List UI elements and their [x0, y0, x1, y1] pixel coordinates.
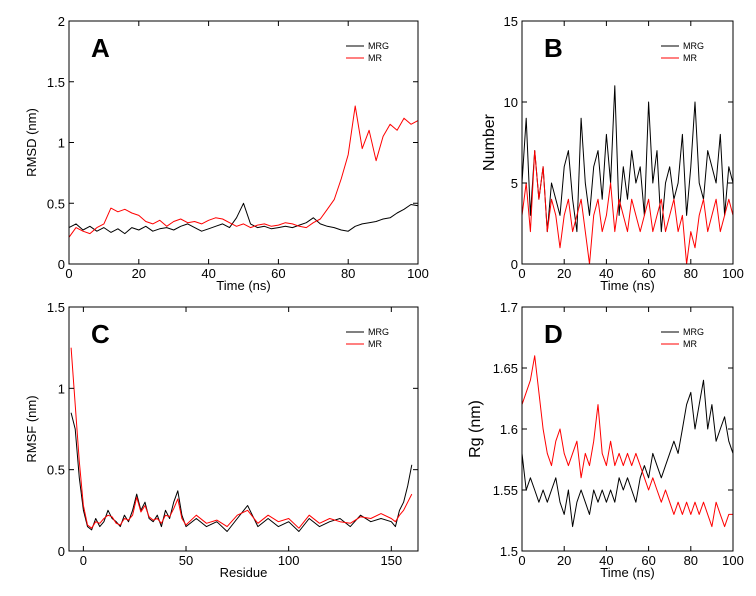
series-line-mrg-c: [70, 412, 413, 532]
series-line-mr-a: [68, 105, 419, 238]
plot-frame-a: [68, 20, 419, 265]
y-tick-label-a: 0: [58, 257, 65, 272]
x-tick-label-c: 150: [380, 553, 402, 568]
y-tick-label-c: 0.5: [47, 463, 65, 478]
x-tick-label-b: 100: [722, 266, 744, 281]
y-tick-label-c: 1: [58, 381, 65, 396]
series-line-mr-d: [521, 355, 733, 528]
panel-b: 0 20 40 60 80 100 0 5 10 15 Time (ns) Number B MRG MR: [481, 14, 744, 293]
x-tick-label-b: 0: [518, 266, 525, 281]
legend-b: MRG MR: [661, 41, 704, 63]
legend-label-mr-c: MR: [368, 339, 382, 349]
x-tick-label-b: 40: [599, 266, 613, 281]
x-tick-label-a: 0: [65, 266, 72, 281]
y-tick-label-d: 1.6: [500, 422, 518, 437]
x-tick-label-d: 40: [599, 553, 613, 568]
x-tick-label-a: 80: [341, 266, 355, 281]
y-axis-label-a: RMSD (nm): [24, 108, 39, 177]
series-line-mrg-d: [521, 379, 734, 528]
y-tick-label-a: 2: [58, 14, 65, 29]
y-tick-label-b: 5: [511, 176, 518, 191]
panel-letter-d: D: [544, 319, 563, 349]
series-line-mrg-a: [68, 202, 419, 235]
panel-a: 0 20 40 60 80 100 0 0.5 1 1.5 2 Time (ns) RMSD (nm) A…: [24, 14, 429, 293]
legend-label-mrg-b: MRG: [683, 41, 704, 51]
x-tick-label-a: 20: [132, 266, 146, 281]
legend-c: MRG MR: [346, 327, 389, 349]
legend-d: MRG MR: [661, 327, 704, 349]
panel-c: 0 50 100 150 0 0.5 1 1.5 Residue RMSF (nm) C MRG MR: [24, 300, 419, 580]
legend-a: MRG MR: [346, 41, 389, 63]
y-tick-label-b: 15: [504, 14, 518, 29]
panel-letter-a: A: [91, 33, 110, 63]
x-tick-label-b: 60: [641, 266, 655, 281]
x-tick-label-c: 50: [179, 553, 193, 568]
x-tick-label-c: 100: [278, 553, 300, 568]
x-tick-label-c: 0: [80, 553, 87, 568]
y-tick-label-a: 1.5: [47, 75, 65, 90]
x-tick-label-d: 100: [722, 553, 744, 568]
x-axis-label-b: Time (ns): [600, 278, 654, 293]
x-tick-label-d: 20: [557, 553, 571, 568]
plot-frame-b: [521, 20, 734, 265]
y-tick-label-c: 0: [58, 544, 65, 559]
y-axis-label-c: RMSF (nm): [24, 395, 39, 462]
x-tick-label-d: 60: [641, 553, 655, 568]
legend-label-mrg-c: MRG: [368, 327, 389, 337]
x-tick-label-d: 0: [518, 553, 525, 568]
series-line-mr-b: [521, 150, 734, 265]
legend-label-mr-a: MR: [368, 53, 382, 63]
x-tick-label-a: 60: [271, 266, 285, 281]
legend-label-mr-d: MR: [683, 339, 697, 349]
y-tick-label-b: 0: [511, 257, 518, 272]
plot-frame-c: [68, 306, 419, 552]
panel-d: 0 20 40 60 80 100 1.5 1.55 1.6 1.65 1.7 Time (ns) Rg…: [467, 300, 744, 580]
series-line-mr-c: [70, 347, 413, 529]
panel-letter-b: B: [544, 33, 563, 63]
y-axis-label-d: Rg (nm): [467, 400, 484, 458]
y-tick-label-d: 1.65: [493, 361, 518, 376]
y-tick-label-a: 1: [58, 136, 65, 151]
y-tick-label-d: 1.55: [493, 483, 518, 498]
y-axis-label-b: Number: [481, 113, 498, 171]
y-tick-label-d: 1.5: [500, 544, 518, 559]
x-tick-label-a: 40: [201, 266, 215, 281]
y-tick-label-b: 10: [504, 95, 518, 110]
y-tick-label-a: 0.5: [47, 196, 65, 211]
x-tick-label-a: 100: [407, 266, 429, 281]
series-line-mrg-b: [521, 85, 734, 233]
y-tick-label-d: 1.7: [500, 300, 518, 315]
legend-label-mrg-d: MRG: [683, 327, 704, 337]
panel-letter-c: C: [91, 319, 110, 349]
x-axis-label-d: Time (ns): [600, 565, 654, 580]
y-tick-label-c: 1.5: [47, 300, 65, 315]
x-axis-label-a: Time (ns): [216, 278, 270, 293]
legend-label-mr-b: MR: [683, 53, 697, 63]
legend-label-mrg-a: MRG: [368, 41, 389, 51]
x-tick-label-b: 80: [684, 266, 698, 281]
x-tick-label-d: 80: [684, 553, 698, 568]
x-tick-label-b: 20: [557, 266, 571, 281]
x-axis-label-c: Residue: [220, 565, 268, 580]
